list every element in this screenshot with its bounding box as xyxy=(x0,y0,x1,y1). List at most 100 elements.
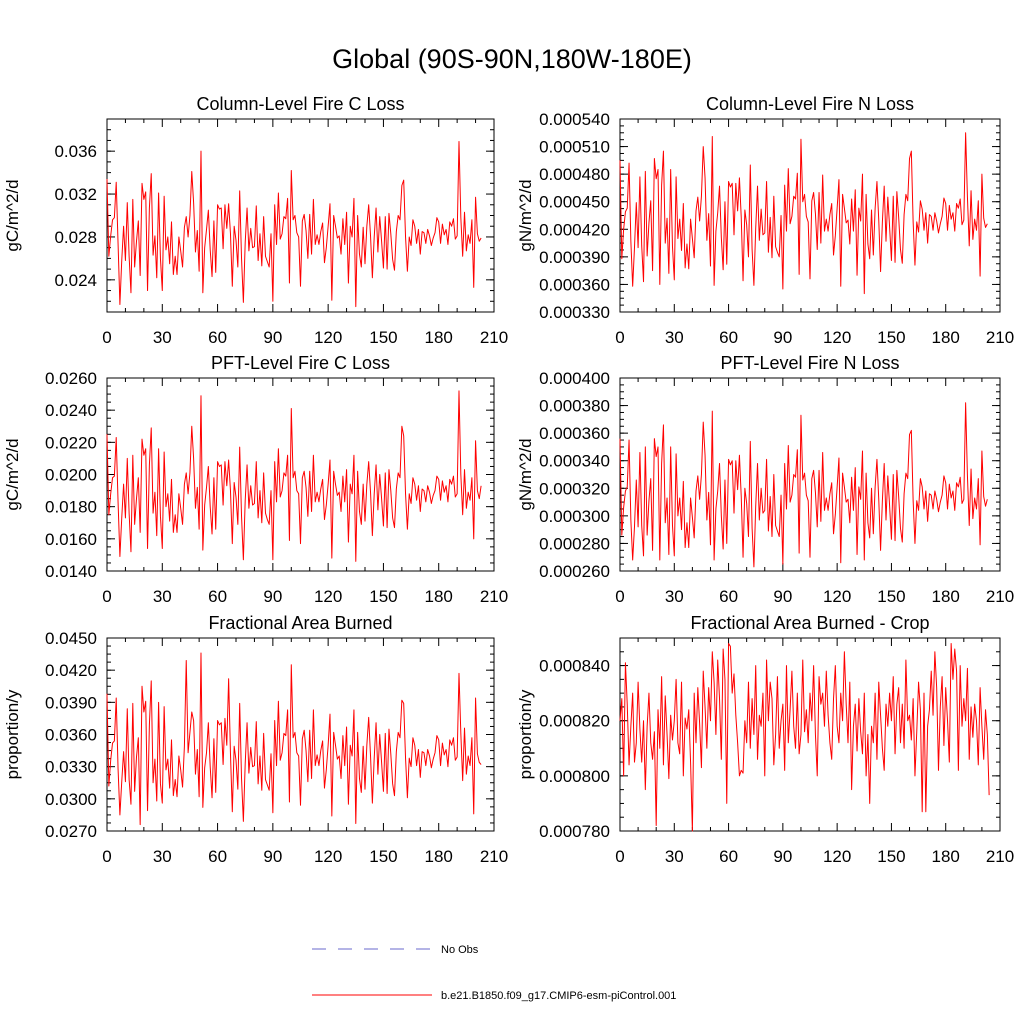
panel-title: PFT-Level Fire C Loss xyxy=(211,353,390,373)
plot-frame xyxy=(619,637,1001,832)
chart-panel-2: Column-Level Fire N Loss gN/m^2/d 0 30 60 90 1… xyxy=(516,94,1014,347)
x-tick-label: 0 xyxy=(615,847,624,866)
x-tick-label: 90 xyxy=(773,587,792,606)
y-tick-label: 0.000330 xyxy=(539,303,610,322)
x-tick-label: 90 xyxy=(263,847,282,866)
y-tick-label: 0.000360 xyxy=(539,275,610,294)
y-tick-label: 0.0200 xyxy=(45,466,97,485)
x-tick-label: 120 xyxy=(314,847,342,866)
panel-title: Column-Level Fire C Loss xyxy=(196,94,404,114)
x-tick-label: 180 xyxy=(425,328,453,347)
x-tick-label: 30 xyxy=(153,587,172,606)
y-axis-label: gN/m^2/d xyxy=(516,438,535,510)
y-tick-label: 0.000260 xyxy=(539,562,610,581)
chart-panel-1: Column-Level Fire C Loss gC/m^2/d 0 30 60 90 1… xyxy=(3,94,508,347)
x-tick-label: 90 xyxy=(263,587,282,606)
x-tick-label: 150 xyxy=(369,328,397,347)
y-tick-label: 0.0390 xyxy=(45,693,97,712)
x-tick-label: 180 xyxy=(425,847,453,866)
y-tick-label: 0.000800 xyxy=(539,767,610,786)
x-tick-label: 210 xyxy=(480,847,508,866)
series-line xyxy=(106,390,482,562)
x-tick-label: 60 xyxy=(208,328,227,347)
x-tick-label: 120 xyxy=(314,328,342,347)
x-tick-label: 0 xyxy=(615,587,624,606)
y-axis-label: gN/m^2/d xyxy=(516,179,535,251)
y-tick-label: 0.0180 xyxy=(45,498,97,517)
chart-panel-6: Fractional Area Burned - Crop proportion/… xyxy=(516,613,1014,866)
x-tick-label: 150 xyxy=(369,587,397,606)
chart-panel-4: PFT-Level Fire N Loss gN/m^2/d 0 30 60 90 120 1… xyxy=(516,353,1014,606)
x-tick-label: 180 xyxy=(932,328,960,347)
series-line xyxy=(619,132,988,295)
x-tick-label: 120 xyxy=(314,587,342,606)
series-line xyxy=(106,652,482,826)
x-tick-label: 120 xyxy=(823,847,851,866)
panel-title: Column-Level Fire N Loss xyxy=(706,94,914,114)
x-tick-label: 150 xyxy=(877,587,905,606)
x-tick-label: 180 xyxy=(932,587,960,606)
x-tick-label: 180 xyxy=(932,847,960,866)
y-tick-label: 0.000340 xyxy=(539,452,610,471)
y-tick-label: 0.0330 xyxy=(45,758,97,777)
y-axis-label: proportion/y xyxy=(516,689,535,779)
x-tick-label: 150 xyxy=(877,847,905,866)
x-tick-label: 210 xyxy=(480,587,508,606)
y-tick-label: 0.000540 xyxy=(539,110,610,129)
y-tick-label: 0.0300 xyxy=(45,790,97,809)
legend-model-label: b.e21.B1850.f09_g17.CMIP6-esm-piControl.… xyxy=(441,990,676,1002)
x-tick-label: 0 xyxy=(102,328,111,347)
y-tick-label: 0.0420 xyxy=(45,661,97,680)
x-tick-label: 30 xyxy=(665,847,684,866)
y-tick-label: 0.0240 xyxy=(45,401,97,420)
x-tick-label: 60 xyxy=(208,847,227,866)
y-tick-label: 0.000390 xyxy=(539,248,610,267)
y-tick-label: 0.0220 xyxy=(45,433,97,452)
y-tick-label: 0.032 xyxy=(54,185,97,204)
y-tick-label: 0.024 xyxy=(54,271,97,290)
y-axis-label: gC/m^2/d xyxy=(3,438,22,510)
y-tick-label: 0.0160 xyxy=(45,530,97,549)
x-tick-label: 210 xyxy=(986,587,1014,606)
x-tick-label: 120 xyxy=(823,587,851,606)
x-tick-label: 150 xyxy=(877,328,905,347)
y-tick-label: 0.000380 xyxy=(539,397,610,416)
y-tick-label: 0.036 xyxy=(54,142,97,161)
y-tick-label: 0.000300 xyxy=(539,507,610,526)
x-tick-label: 90 xyxy=(263,328,282,347)
x-tick-label: 60 xyxy=(719,847,738,866)
y-tick-label: 0.000420 xyxy=(539,220,610,239)
x-tick-label: 90 xyxy=(773,328,792,347)
x-tick-label: 30 xyxy=(153,328,172,347)
y-tick-label: 0.0360 xyxy=(45,726,97,745)
y-axis-label: gC/m^2/d xyxy=(3,179,22,251)
x-tick-label: 0 xyxy=(102,587,111,606)
y-tick-label: 0.028 xyxy=(54,228,97,247)
series-line xyxy=(106,141,482,308)
x-tick-label: 0 xyxy=(102,847,111,866)
x-tick-label: 30 xyxy=(665,328,684,347)
y-tick-label: 0.000400 xyxy=(539,369,610,388)
x-tick-label: 0 xyxy=(615,328,624,347)
x-tick-label: 150 xyxy=(369,847,397,866)
x-tick-label: 30 xyxy=(665,587,684,606)
x-tick-label: 60 xyxy=(719,587,738,606)
x-tick-label: 90 xyxy=(773,847,792,866)
x-tick-label: 210 xyxy=(986,328,1014,347)
y-axis-label: proportion/y xyxy=(3,689,22,779)
x-tick-label: 60 xyxy=(208,587,227,606)
chart-panel-3: PFT-Level Fire C Loss gC/m^2/d 0 30 60 90 120 1… xyxy=(3,353,508,606)
y-tick-label: 0.0260 xyxy=(45,369,97,388)
y-tick-label: 0.0140 xyxy=(45,562,97,581)
y-tick-label: 0.000480 xyxy=(539,165,610,184)
x-tick-label: 120 xyxy=(823,328,851,347)
x-tick-label: 60 xyxy=(719,328,738,347)
y-tick-label: 0.000510 xyxy=(539,138,610,157)
panel-title: Fractional Area Burned xyxy=(208,613,392,633)
y-tick-label: 0.000820 xyxy=(539,712,610,731)
x-tick-label: 180 xyxy=(425,587,453,606)
series-line xyxy=(619,643,990,832)
legend-obs-label: No Obs xyxy=(441,944,479,956)
y-tick-label: 0.000320 xyxy=(539,479,610,498)
